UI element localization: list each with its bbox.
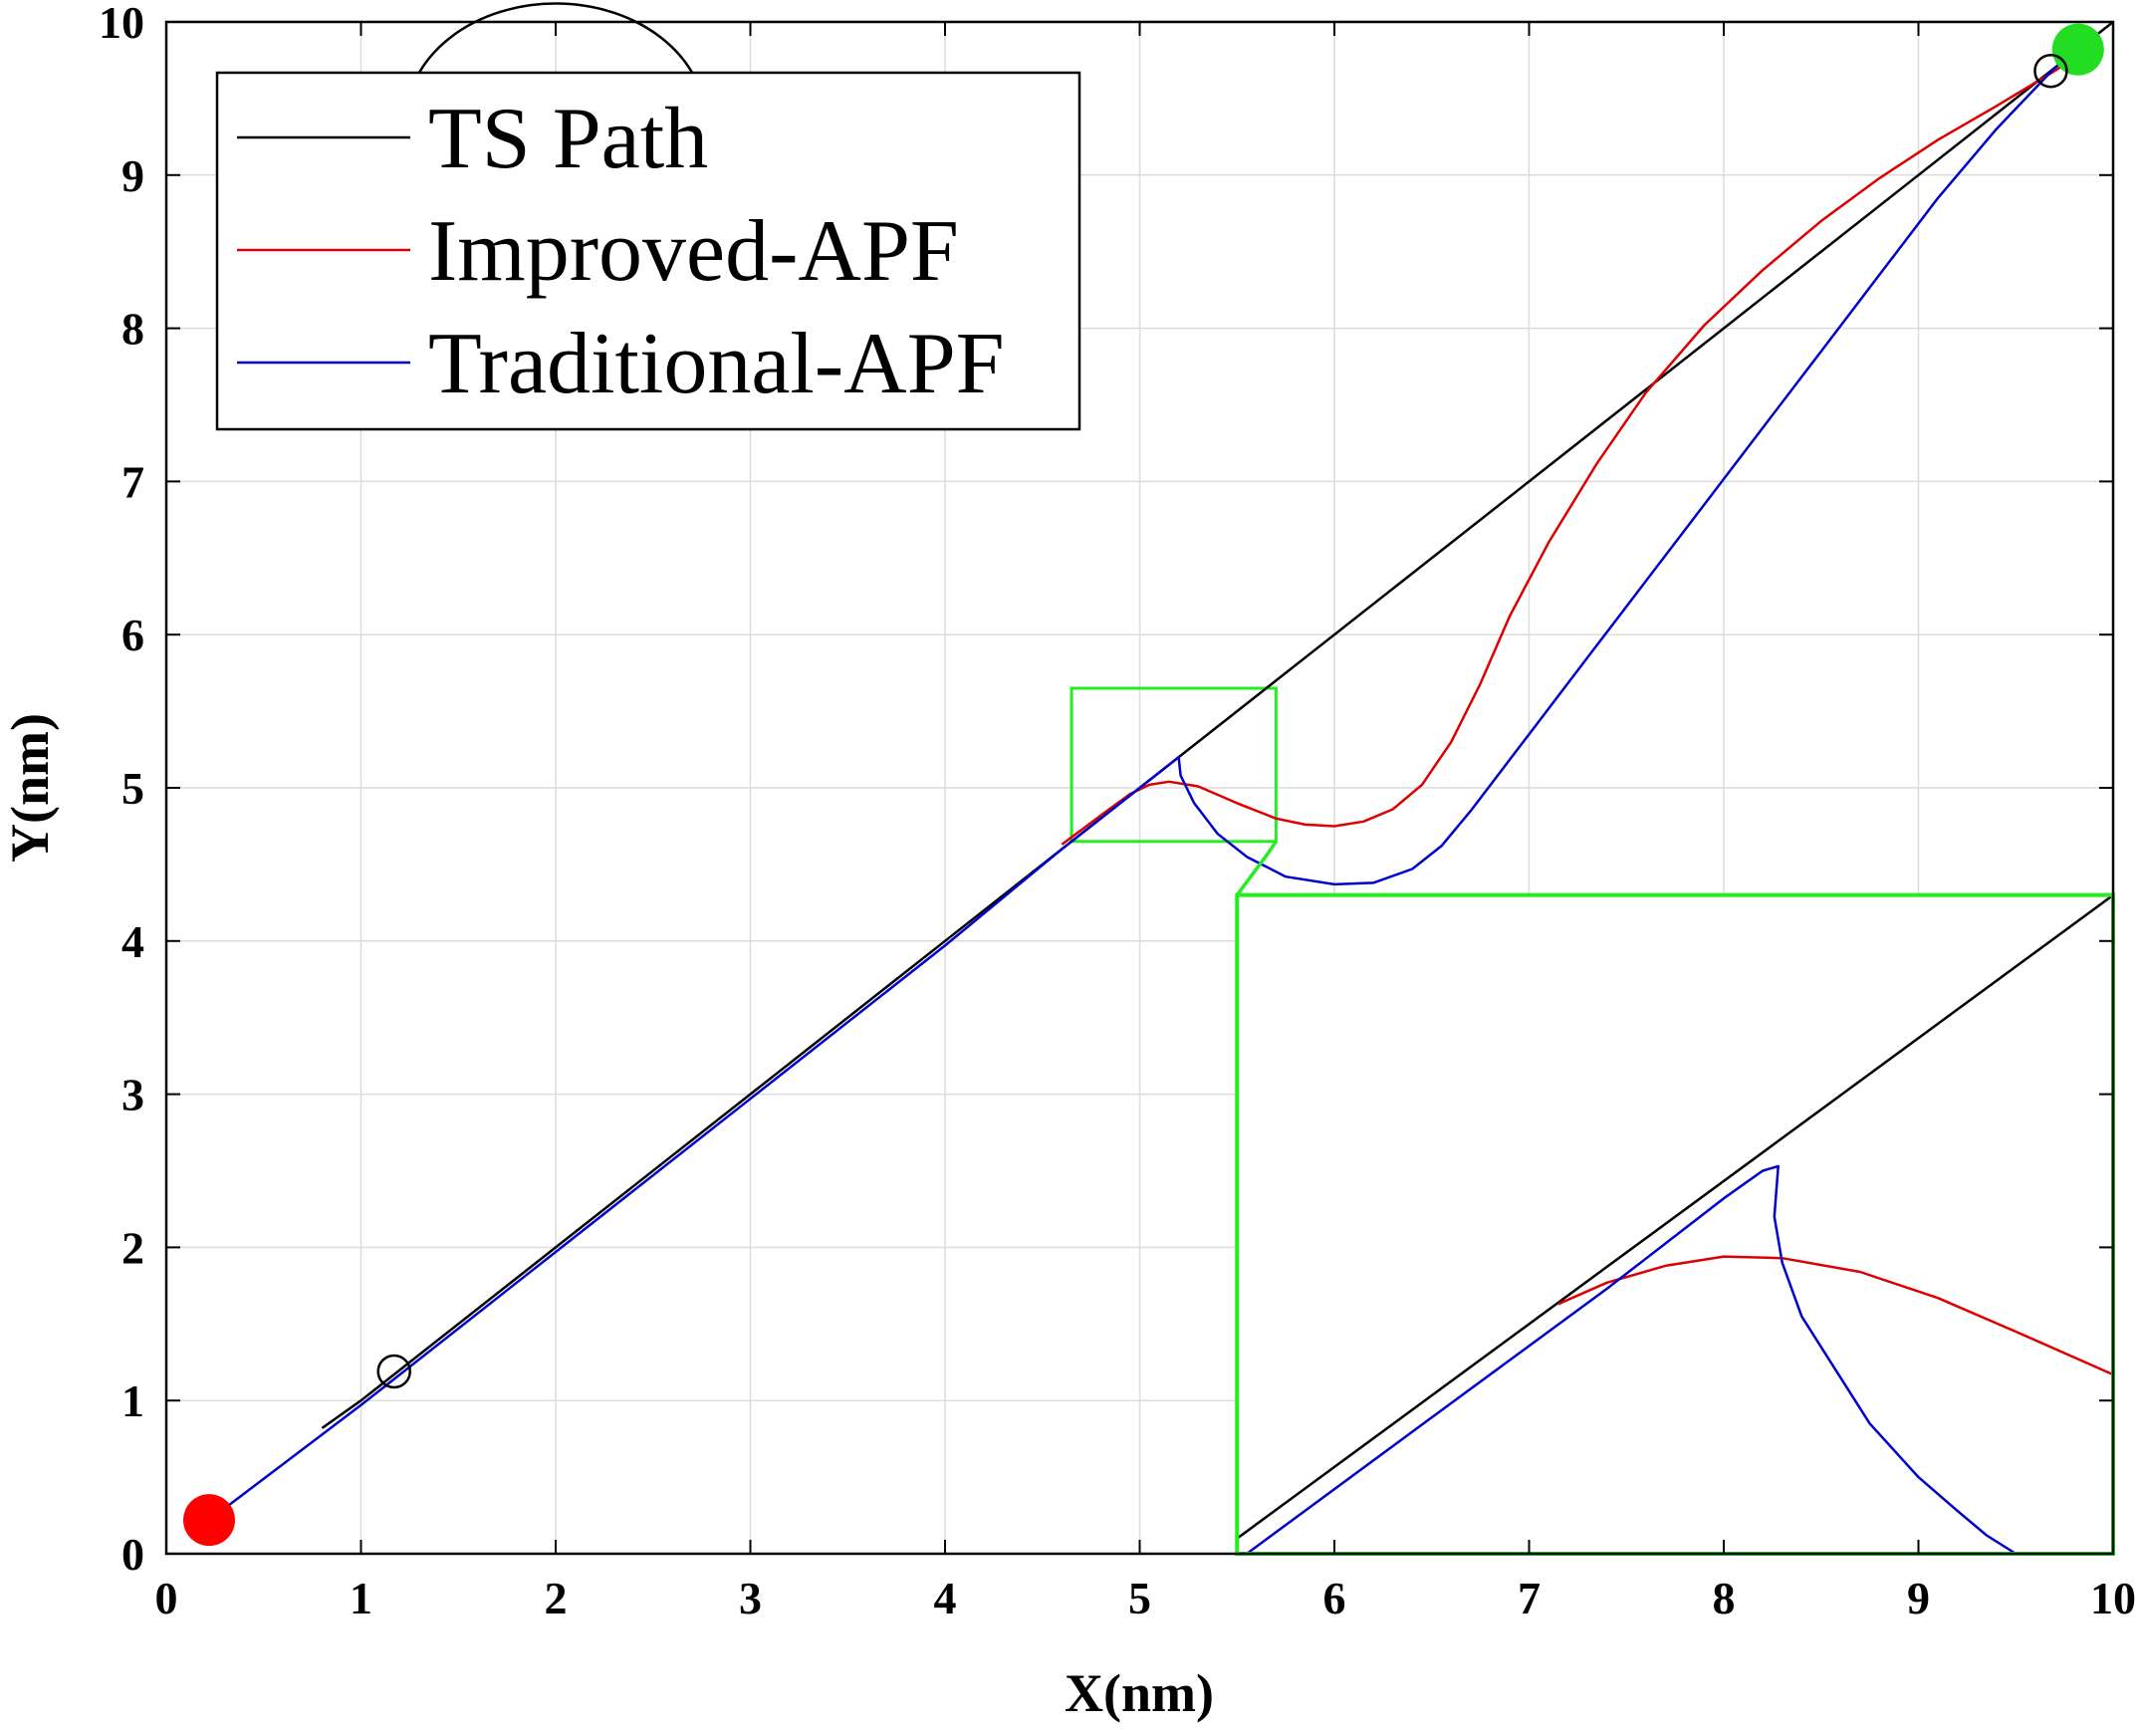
zoom-inset <box>1235 840 2115 1556</box>
zoom-region <box>1070 686 1278 844</box>
y-tick-label: 1 <box>121 1375 144 1426</box>
series-line-ts-path <box>321 21 2114 1429</box>
start-point <box>183 1494 236 1547</box>
x-axis-title: X(nm) <box>1065 1663 1214 1723</box>
zoom-connector <box>1235 840 1278 896</box>
legend-label-ts-path: TS Path <box>428 91 708 187</box>
x-tick-label: 10 <box>2090 1573 2136 1623</box>
tick-layer: 0 1 2 3 4 5 6 7 8 9 10 0 1 2 3 4 5 6 7 8 9 10 <box>99 0 2136 1623</box>
zoom-inset-background <box>1237 894 2113 1554</box>
y-tick-label: 7 <box>121 456 144 507</box>
inset-line-ts-path <box>1236 893 2114 1540</box>
legend: TS Path Improved-APF Traditional-APF <box>215 71 1081 431</box>
x-tick-label: 2 <box>545 1573 568 1623</box>
goal-point <box>2051 23 2104 76</box>
x-tick-label: 5 <box>1128 1573 1151 1623</box>
x-tick-label: 0 <box>155 1573 178 1623</box>
x-tick-label: 9 <box>1907 1573 1930 1623</box>
inset-line-traditional-apf <box>1246 1164 2017 1556</box>
y-tick-label: 2 <box>121 1222 144 1273</box>
zoom-region-box <box>1070 686 1278 844</box>
legend-label-improved-apf: Improved-APF <box>428 203 959 300</box>
y-tick-label: 4 <box>121 916 144 967</box>
legend-label-traditional-apf: Traditional-APF <box>428 316 1005 412</box>
y-tick-label: 5 <box>121 763 144 814</box>
y-tick-label: 0 <box>121 1529 144 1580</box>
y-tick-label: 9 <box>121 150 144 201</box>
x-tick-label: 3 <box>739 1573 762 1623</box>
series-line-traditional-apf <box>208 51 2075 1522</box>
x-tick-label: 6 <box>1323 1573 1346 1623</box>
y-tick-label: 6 <box>121 610 144 660</box>
ts-path-waypoint-start <box>376 1354 411 1389</box>
y-axis-title: Y(nm) <box>0 713 60 863</box>
y-tick-label: 3 <box>121 1070 144 1120</box>
x-tick-label: 4 <box>934 1573 957 1623</box>
x-tick-label: 1 <box>350 1573 372 1623</box>
y-tick-label: 10 <box>99 0 144 48</box>
series-line-improved-apf <box>1061 54 2079 846</box>
x-tick-label: 7 <box>1518 1573 1541 1623</box>
y-tick-label: 8 <box>121 304 144 355</box>
marker-layer <box>183 23 2104 1547</box>
x-tick-label: 8 <box>1713 1573 1736 1623</box>
ts-path-waypoint-end <box>2033 53 2068 89</box>
